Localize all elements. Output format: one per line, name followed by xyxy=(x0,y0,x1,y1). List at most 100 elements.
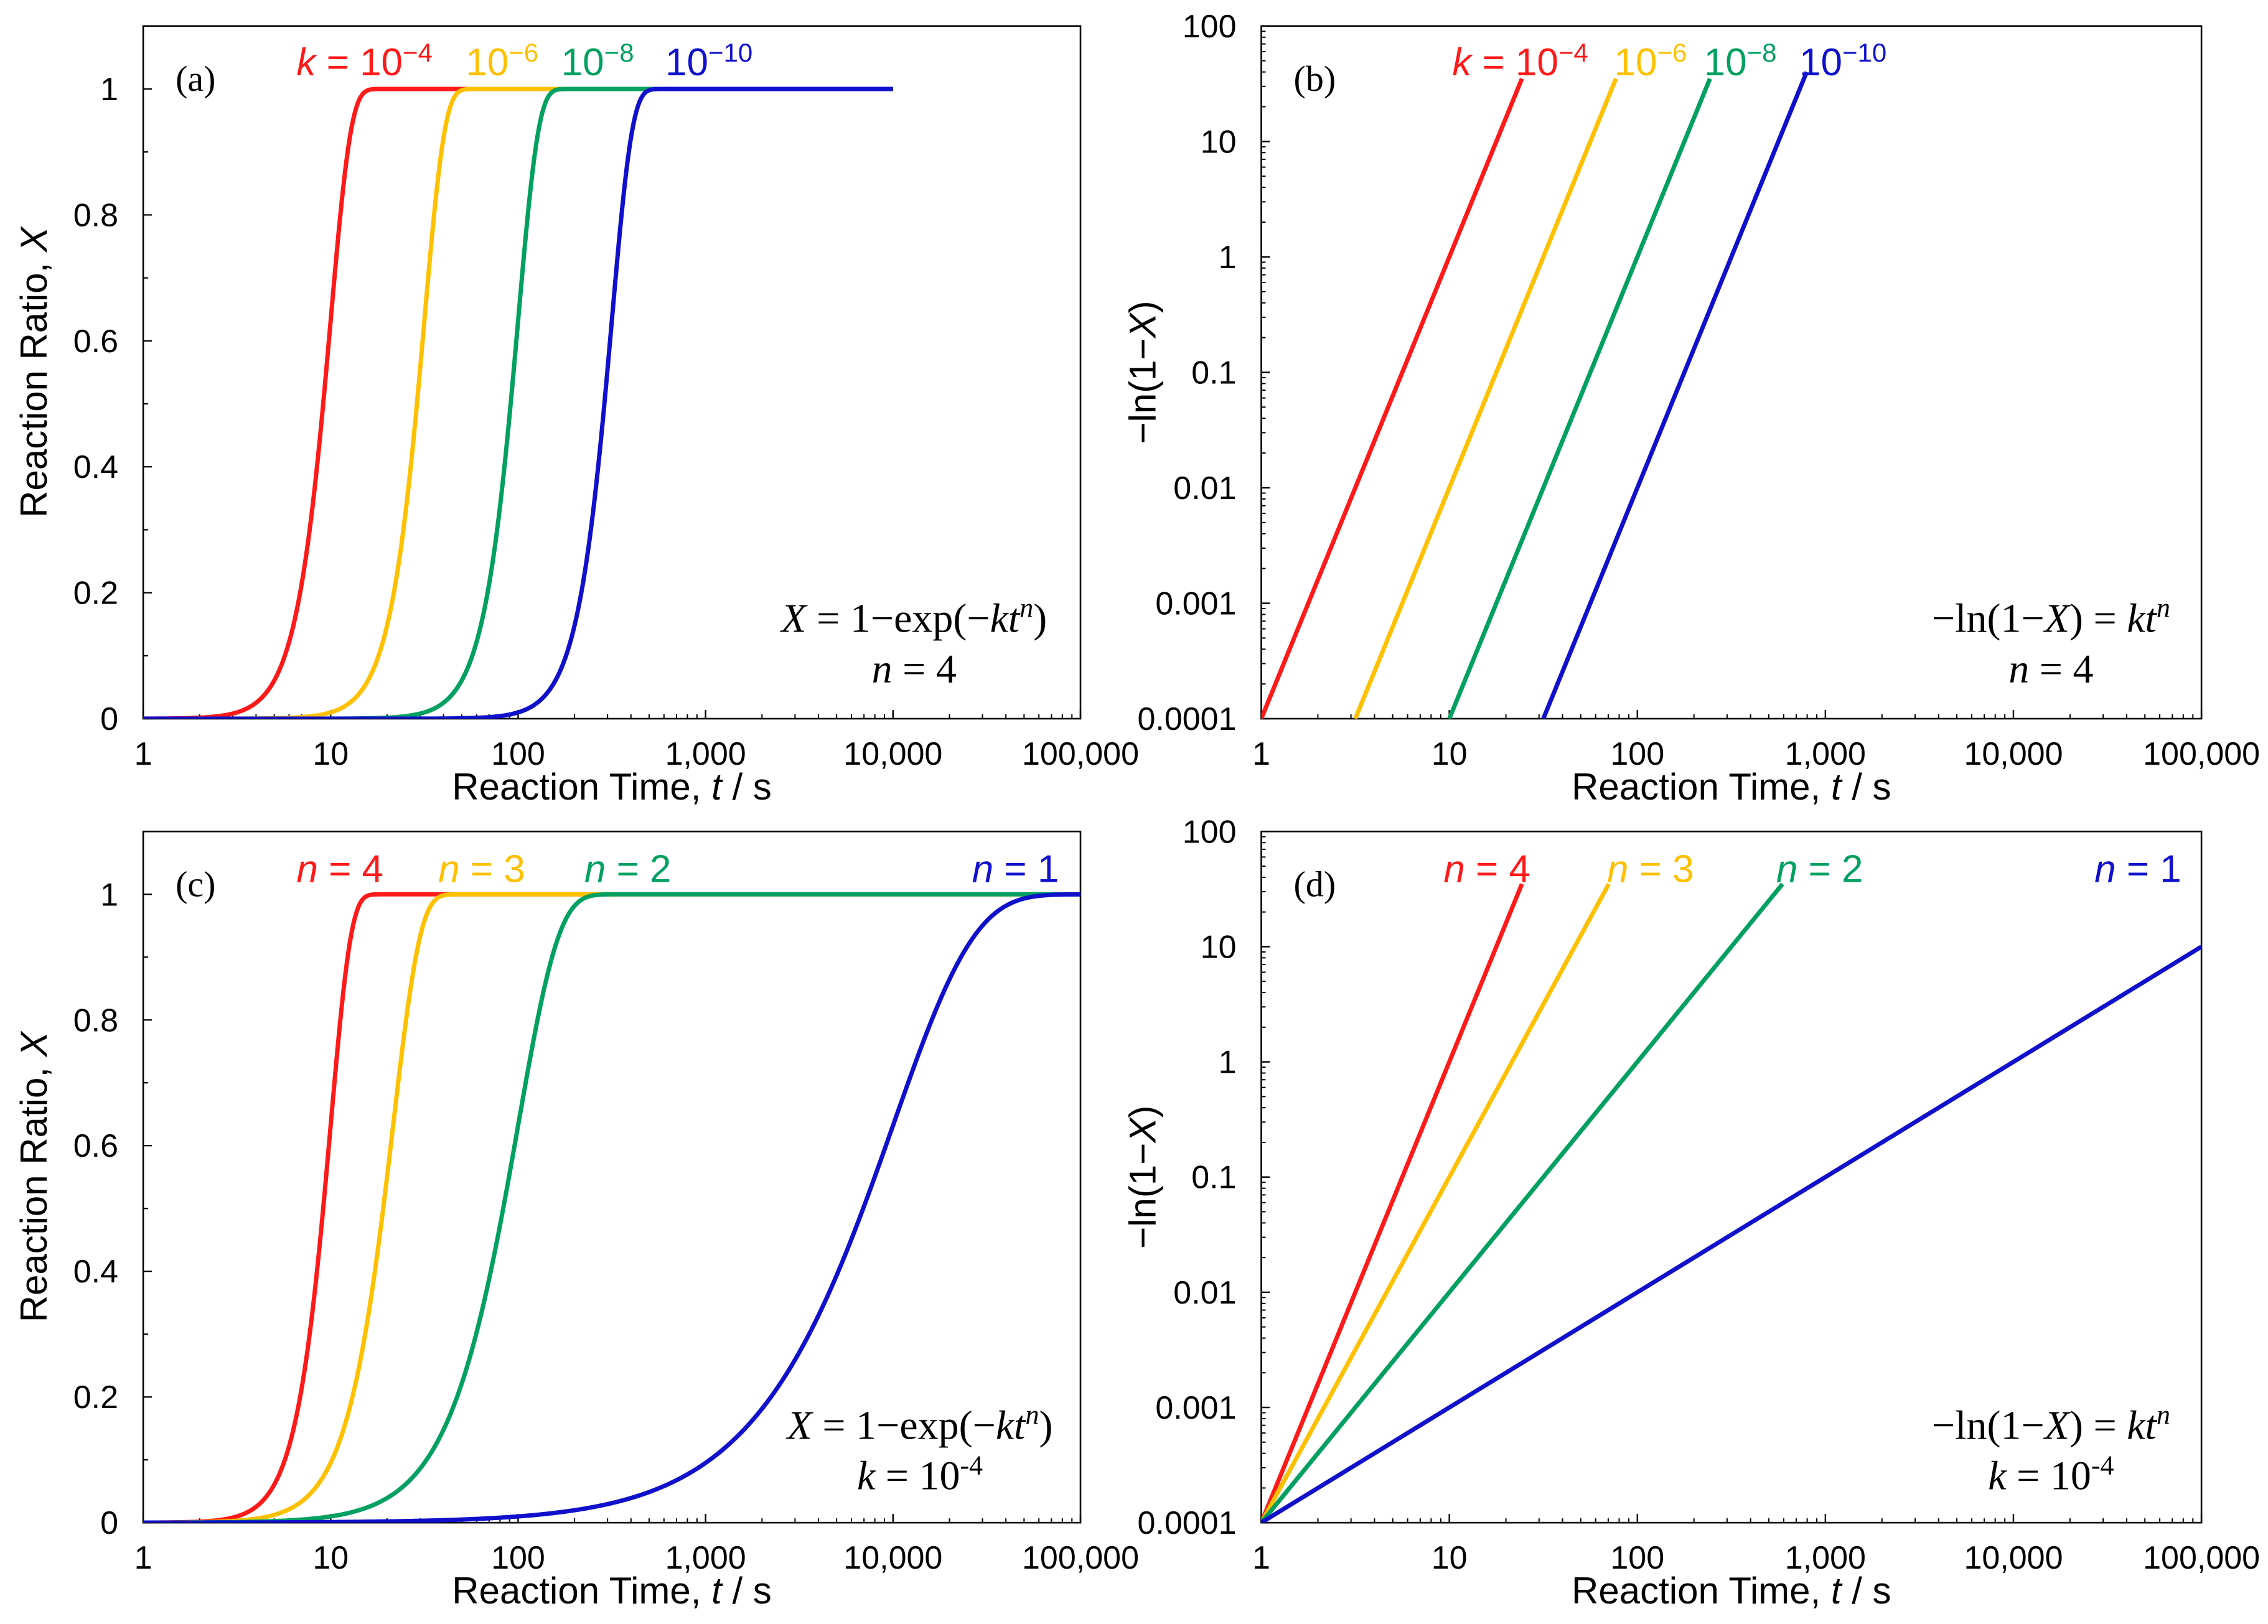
formula-parameter: n = 4 xyxy=(2008,646,2093,692)
series-label-3: 10−10 xyxy=(665,38,752,84)
panel-label: (a) xyxy=(176,58,215,99)
x-axis-label: Reaction Time, t / s xyxy=(452,1570,772,1612)
series-label-2: n = 2 xyxy=(1776,848,1863,891)
series-label-0: k = 10−4 xyxy=(1452,38,1588,84)
series-line-1 xyxy=(1353,78,1618,719)
y-tick-label: 0.0001 xyxy=(1137,701,1236,737)
x-tick-label: 100,000 xyxy=(2143,736,2260,772)
formula-text: −ln(1−X) = ktn xyxy=(1932,1399,2170,1448)
formula-parameter: k = 10-4 xyxy=(1988,1450,2114,1499)
y-tick-label: 0.01 xyxy=(1173,470,1236,506)
series-line-2 xyxy=(1261,882,1784,1523)
y-tick-label: 1 xyxy=(100,877,118,913)
chart-panel-0: 1 10 100 1,000 10,000 100,000 0 0.2 0.4 0.6 0.8 1 Re… xyxy=(13,25,1139,808)
series-line-3 xyxy=(1541,71,1809,719)
x-tick-label: 100 xyxy=(1610,736,1664,772)
y-tick-label: 0.2 xyxy=(73,576,118,612)
series-label-3: n = 1 xyxy=(972,848,1059,891)
y-tick-label: 0.4 xyxy=(73,449,118,485)
series-label-0: k = 10−4 xyxy=(296,38,433,84)
y-axis-label: −ln(1−X) xyxy=(1122,1106,1164,1249)
x-tick-label: 1 xyxy=(134,1540,152,1576)
panel-label: (d) xyxy=(1294,864,1336,904)
chart-panel-3: 1 10 100 1,000 10,000 100,000 0.0001 0.001 0.01 0… xyxy=(1122,814,2261,1612)
series-line-3 xyxy=(1261,945,2202,1523)
x-tick-label: 1 xyxy=(1252,1540,1270,1576)
y-tick-label: 0.2 xyxy=(73,1379,118,1416)
x-axis-label: Reaction Time, t / s xyxy=(1572,766,1891,808)
series-line-2 xyxy=(1447,78,1712,719)
y-tick-label: 10 xyxy=(1201,929,1237,965)
panel-label: (b) xyxy=(1294,58,1336,99)
series-label-1: n = 3 xyxy=(1607,848,1694,891)
y-tick-label: 1 xyxy=(1219,1045,1237,1081)
plot-frame xyxy=(142,25,1082,720)
y-tick-label: 1 xyxy=(100,72,118,108)
series-label-0: n = 4 xyxy=(296,848,383,891)
x-tick-label: 1,000 xyxy=(1785,1540,1866,1576)
y-axis-label: −ln(1−X) xyxy=(1122,301,1164,444)
series-line-0 xyxy=(1261,78,1524,719)
y-tick-label: 100 xyxy=(1183,9,1237,45)
x-tick-label: 100 xyxy=(1610,1540,1664,1576)
y-tick-label: 1 xyxy=(1219,240,1237,276)
chart-panel-2: 1 10 100 1,000 10,000 100,000 0 0.2 0.4 0.6 0.8 1 Re… xyxy=(13,830,1139,1612)
series-label-2: 10−8 xyxy=(1704,38,1777,84)
series-line-2 xyxy=(143,892,1081,1523)
series-line-3 xyxy=(143,892,1081,1523)
x-tick-label: 10,000 xyxy=(1964,736,2063,772)
x-tick-label: 100 xyxy=(491,1540,545,1576)
y-tick-label: 0 xyxy=(100,701,118,737)
series-label-0: n = 4 xyxy=(1443,848,1530,891)
x-tick-label: 10 xyxy=(312,1540,349,1576)
x-tick-label: 100,000 xyxy=(1022,736,1139,772)
y-tick-label: 0 xyxy=(100,1505,118,1541)
y-tick-label: 0.4 xyxy=(73,1254,118,1290)
y-tick-label: 10 xyxy=(1201,124,1237,160)
x-axis-label: Reaction Time, t / s xyxy=(1572,1570,1891,1612)
series-line-0 xyxy=(1261,883,1524,1523)
series-label-2: n = 2 xyxy=(584,848,672,891)
x-tick-label: 100,000 xyxy=(1022,1540,1139,1576)
y-tick-label: 0.8 xyxy=(73,1002,118,1038)
series-label-1: n = 3 xyxy=(438,848,525,891)
y-axis-label: Reaction Ratio, X xyxy=(13,226,55,518)
y-tick-label: 0.001 xyxy=(1155,586,1236,622)
y-tick-label: 0.6 xyxy=(73,324,118,360)
series-line-1 xyxy=(1261,883,1611,1523)
y-axis-label: Reaction Ratio, X xyxy=(13,1030,55,1322)
formula-parameter: n = 4 xyxy=(872,646,957,692)
x-tick-label: 10,000 xyxy=(843,1540,942,1576)
x-tick-label: 1 xyxy=(134,736,152,772)
series-line-2 xyxy=(143,86,894,719)
panel-label: (c) xyxy=(176,864,215,904)
formula-parameter: k = 10-4 xyxy=(857,1450,983,1499)
x-tick-label: 10 xyxy=(312,736,349,772)
x-tick-label: 100,000 xyxy=(2143,1540,2260,1576)
y-tick-label: 0.01 xyxy=(1173,1275,1236,1311)
series-label-2: 10−8 xyxy=(561,38,634,84)
x-axis-label: Reaction Time, t / s xyxy=(452,766,772,808)
formula-text: X = 1−exp(−ktn) xyxy=(785,1399,1053,1448)
y-tick-label: 0.8 xyxy=(73,197,118,233)
series-label-1: 10−6 xyxy=(1614,38,1687,84)
chart-panel-1: 1 10 100 1,000 10,000 100,000 0.0001 0.001 0.01 0… xyxy=(1122,9,2261,808)
series-line-3 xyxy=(143,86,894,719)
x-tick-label: 100 xyxy=(491,736,545,772)
x-tick-label: 1,000 xyxy=(1785,736,1866,772)
y-tick-label: 0.001 xyxy=(1155,1390,1236,1426)
formula-text: −ln(1−X) = ktn xyxy=(1932,593,2170,642)
x-tick-label: 1,000 xyxy=(665,1540,746,1576)
x-tick-label: 1,000 xyxy=(665,736,746,772)
plot-frame xyxy=(142,830,1082,1524)
x-tick-label: 10 xyxy=(1432,1540,1468,1576)
y-tick-label: 0.1 xyxy=(1191,355,1236,391)
x-tick-label: 10,000 xyxy=(1964,1540,2063,1576)
y-tick-label: 100 xyxy=(1183,814,1237,850)
formula-text: X = 1−exp(−ktn) xyxy=(779,593,1047,642)
y-tick-label: 0.6 xyxy=(73,1128,118,1164)
x-tick-label: 10 xyxy=(1432,736,1468,772)
series-label-3: n = 1 xyxy=(2094,848,2181,891)
y-tick-label: 0.0001 xyxy=(1137,1505,1236,1541)
